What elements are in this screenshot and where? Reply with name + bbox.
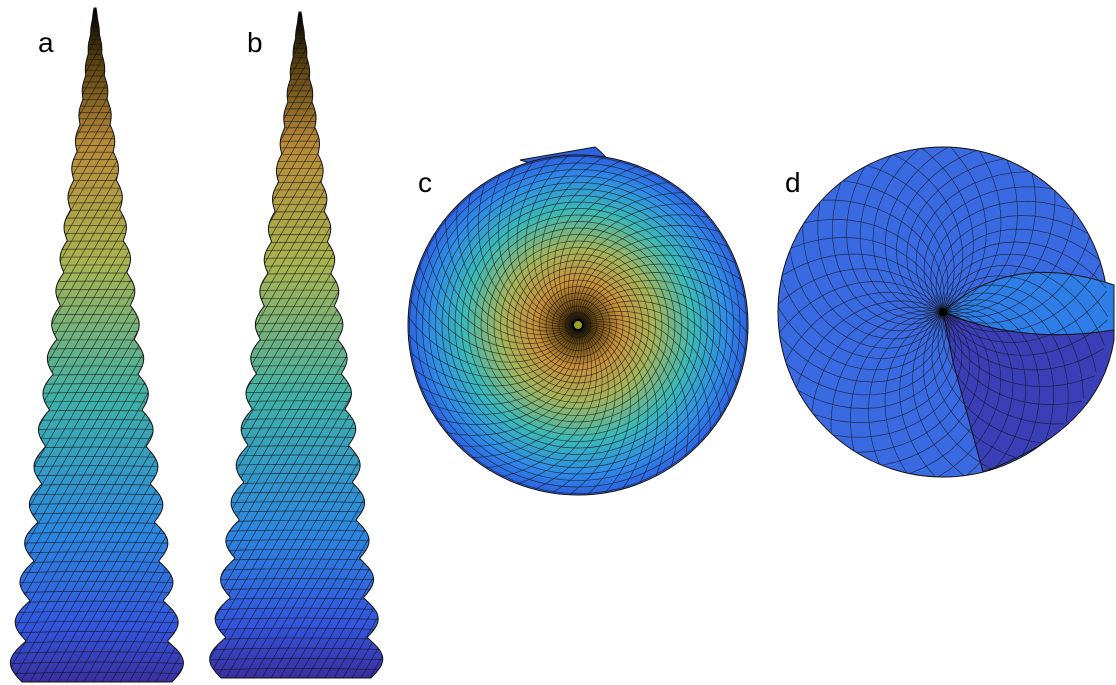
figure: a b c d <box>0 0 1116 685</box>
mesh-line <box>0 16 223 20</box>
mesh-line <box>0 54 223 58</box>
mesh-line <box>0 76 223 80</box>
mesh-line <box>0 45 223 49</box>
mesh-line <box>0 65 223 69</box>
shell-body <box>210 12 383 678</box>
panel-label: a <box>38 27 54 58</box>
mesh-line <box>0 31 223 35</box>
mesh-line <box>0 19 223 23</box>
panel-label: d <box>785 167 801 198</box>
mesh-line <box>0 35 223 39</box>
mesh-line <box>0 49 223 53</box>
mesh-line <box>0 14 223 18</box>
shell-body <box>10 8 183 682</box>
mesh-line <box>0 94 223 98</box>
mesh-line <box>0 9 223 13</box>
panel-label: c <box>418 167 432 198</box>
shell-apex <box>939 308 947 316</box>
mesh-line <box>0 23 223 27</box>
mesh-line <box>0 8 14 682</box>
mesh-line <box>0 106 223 110</box>
mesh-line <box>0 40 223 44</box>
panel-label: b <box>247 27 263 58</box>
shell-apex <box>573 320 583 330</box>
mesh-line <box>0 27 223 31</box>
mesh-line <box>0 11 223 15</box>
mesh-line <box>0 8 5 682</box>
mesh-line <box>0 82 223 86</box>
mesh-line <box>0 100 223 104</box>
mesh-line <box>0 71 223 75</box>
mesh-line <box>0 119 223 123</box>
mesh-line <box>0 60 223 64</box>
mesh-line <box>0 88 223 92</box>
page: a b c d (() => { const data = JSON.parse… <box>0 0 1116 685</box>
